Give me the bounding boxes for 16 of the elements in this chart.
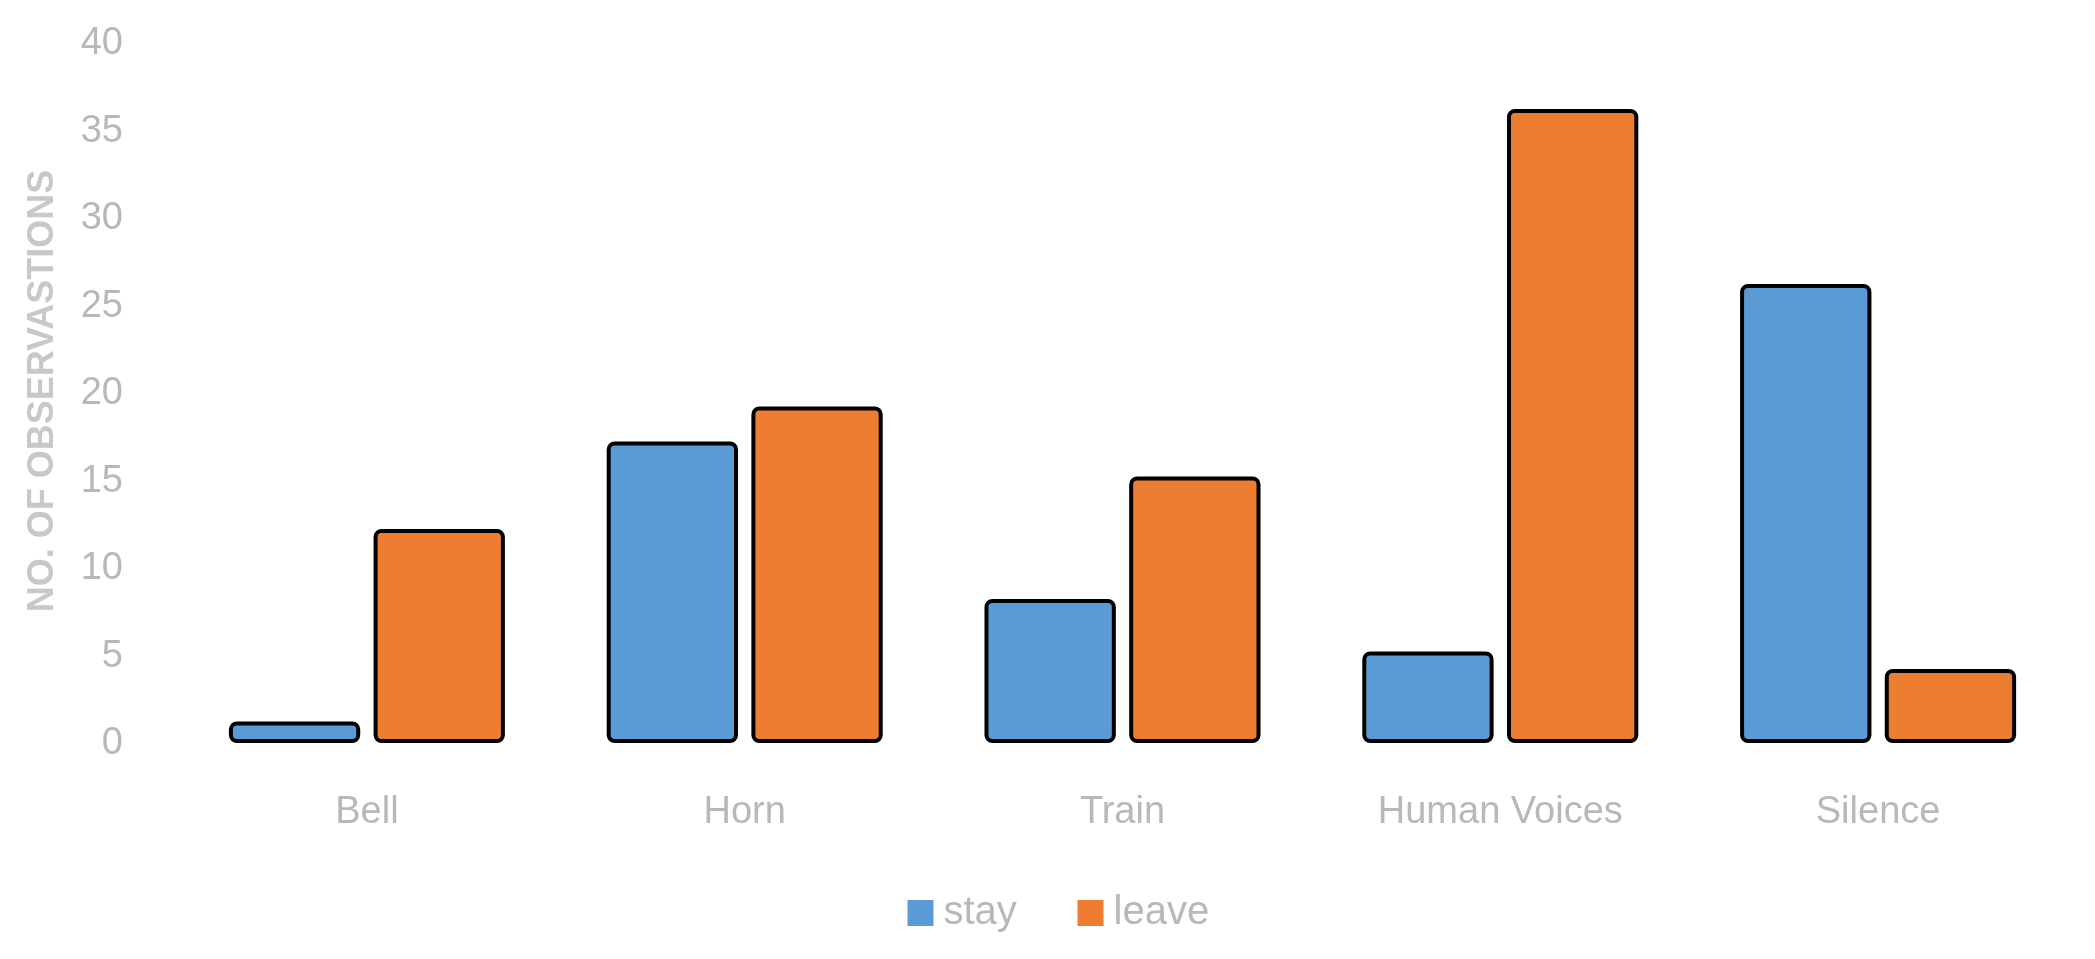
legend-label: stay	[943, 888, 1017, 932]
y-tick-label: 20	[80, 370, 123, 413]
x-tick-label: Silence	[1815, 789, 1941, 831]
y-tick-label: 25	[80, 282, 123, 325]
y-tick-label: 5	[101, 632, 123, 675]
x-tick-label: Human Voices	[1377, 789, 1623, 831]
y-tick-label: 30	[80, 195, 123, 238]
y-tick-label: 40	[80, 20, 123, 63]
legend-label: leave	[1113, 888, 1210, 932]
y-tick-label: 10	[80, 545, 123, 588]
y-tick-label: 0	[101, 720, 123, 763]
x-tick-label: Horn	[703, 789, 786, 831]
x-tick-label: Bell	[335, 789, 399, 831]
y-tick-label: 15	[80, 457, 123, 500]
x-tick-label: Train	[1079, 789, 1166, 831]
y-tick-label: 35	[80, 107, 123, 150]
